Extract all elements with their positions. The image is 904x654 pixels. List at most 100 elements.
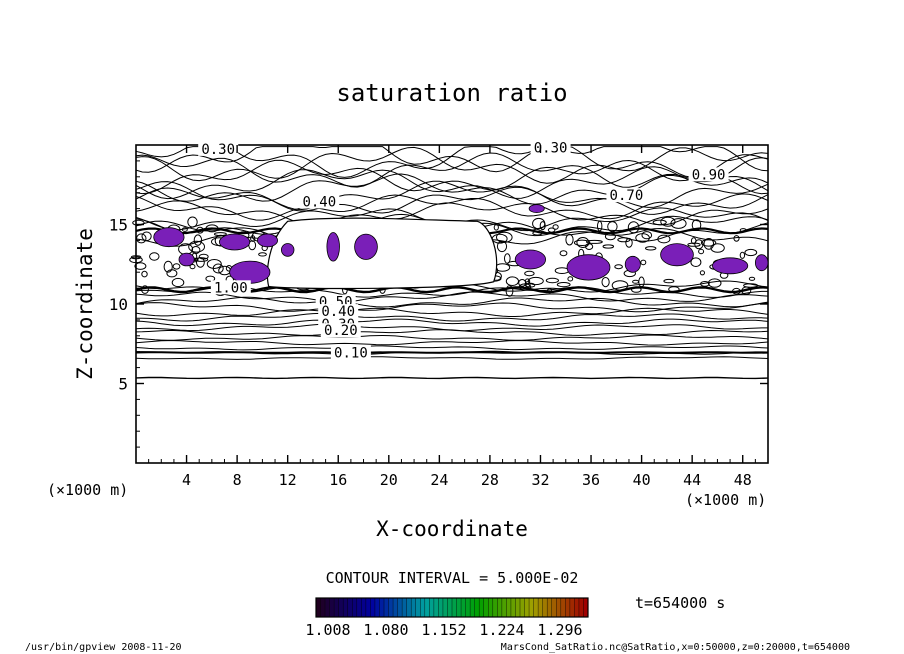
colorbar-bin: [374, 598, 380, 617]
contour-loop: [586, 239, 603, 244]
contour-loop: [602, 244, 615, 249]
colorbar-bin: [343, 598, 349, 617]
colorbar-bin: [402, 598, 407, 617]
contour-loop: [496, 240, 508, 253]
supersaturation-patch: [326, 232, 340, 262]
contour-line: [135, 345, 769, 351]
chart-title: saturation ratio: [336, 79, 567, 107]
colorbar: [315, 597, 589, 618]
contour-label: 1.00: [214, 280, 248, 296]
contour-loop: [134, 262, 147, 270]
contour-loop: [663, 278, 675, 284]
contour-loop: [141, 231, 152, 242]
contour-loop: [707, 278, 722, 288]
contour-label: 0.70: [610, 188, 644, 204]
contour-loop: [493, 224, 499, 231]
colorbar-bin: [461, 598, 466, 617]
colorbar-bin: [583, 598, 589, 617]
contour-label-bg: [299, 194, 340, 209]
colorbar-tick-label: 1.296: [537, 621, 582, 639]
contour-loop: [597, 220, 603, 232]
x-tick-label: 20: [380, 471, 398, 489]
colorbar-bin: [329, 598, 335, 617]
x-tick-label: 32: [531, 471, 549, 489]
contour-line: [135, 302, 769, 313]
colorbar-bin: [429, 598, 435, 617]
contour-label-bg: [606, 188, 647, 203]
contour-loop: [524, 270, 535, 277]
x-unit-right: (×1000 m): [685, 491, 766, 509]
colorbar-bin: [347, 598, 353, 617]
colorbar-frame: [315, 597, 589, 618]
contour-line: [135, 323, 768, 332]
contour-loop: [617, 237, 631, 243]
contour-loop: [149, 252, 160, 261]
colorbar-bin: [510, 598, 516, 617]
contour-loop: [524, 278, 531, 285]
colorbar-bin: [411, 598, 417, 617]
contour-label-bg: [198, 141, 239, 156]
contour-loop: [733, 235, 740, 242]
colorbar-tick-labels: 1.008 1.080 1.152 1.224 1.296: [305, 621, 582, 639]
colorbar-bin: [560, 598, 566, 617]
contour-loop: [607, 221, 618, 233]
contour-loop: [627, 221, 640, 234]
contour-loop: [132, 219, 145, 226]
contour-loop: [748, 276, 756, 281]
x-tick-label: 12: [279, 471, 297, 489]
contour-loop: [576, 237, 590, 248]
z-tick-label: 10: [109, 295, 128, 314]
contour-label: 0.90: [692, 167, 726, 183]
contour-loop: [552, 224, 559, 230]
x-tick-label: 40: [633, 471, 651, 489]
colorbar-bin: [547, 598, 553, 617]
contour-loop: [614, 264, 623, 270]
z-ticks: 5 10 15: [109, 160, 768, 448]
colorbar-bin: [483, 598, 489, 617]
supersaturation-patch: [624, 255, 641, 273]
contour-loop: [640, 259, 647, 266]
contour-loop: [645, 246, 657, 251]
colorbar-bin: [433, 598, 439, 617]
contour-line: [135, 356, 769, 360]
supersaturation-patch: [660, 243, 694, 267]
colorbar-bin: [424, 598, 430, 617]
supersaturation-patch: [153, 227, 185, 248]
colorbar-bin: [488, 598, 494, 617]
supersaturation-patch: [256, 233, 278, 248]
contour-loop: [556, 282, 571, 288]
colorbar-bin: [542, 598, 548, 617]
contour-loop: [141, 270, 148, 278]
contour-loop: [739, 251, 746, 259]
colorbar-bin: [384, 598, 389, 617]
contour-loop: [545, 277, 560, 284]
colorbar-bin: [456, 598, 462, 617]
colorbar-bin: [574, 598, 580, 617]
x-tick-label: 28: [481, 471, 499, 489]
contour-line: [135, 152, 769, 188]
colorbar-bin: [397, 598, 403, 617]
colorbar-bin: [506, 598, 512, 617]
supersaturation-patch: [354, 233, 378, 260]
colorbar-bin: [356, 598, 362, 617]
colorbar-bin: [361, 598, 367, 617]
contour-loop: [670, 218, 687, 229]
contour-line: [135, 291, 769, 303]
contour-line: [135, 339, 769, 346]
supersaturation-patch: [711, 257, 749, 275]
contour-loop: [652, 219, 667, 226]
contour-label-bg: [330, 345, 371, 360]
colorbar-bin: [565, 598, 571, 617]
z-tick-label: 5: [118, 375, 128, 394]
colorbar-bin: [438, 598, 444, 617]
y-axis-label: Z-coordinate: [73, 228, 97, 380]
colorbar-tick-label: 1.080: [363, 621, 408, 639]
colorbar-bin: [551, 598, 557, 617]
colorbar-bin: [524, 598, 530, 617]
contour-loop: [212, 263, 224, 274]
contour-loop: [527, 276, 544, 286]
contour-loop: [194, 257, 209, 262]
contour-loop: [559, 250, 568, 257]
x-ticks: 4 8 12 16 20 24 28 32 36 40 44 48: [148, 145, 756, 489]
contour-loop: [687, 242, 701, 247]
